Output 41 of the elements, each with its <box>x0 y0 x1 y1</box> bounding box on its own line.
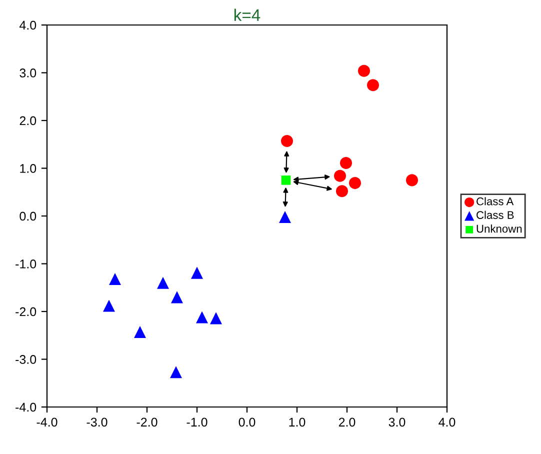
point <box>210 312 222 324</box>
y-tick-label: 3.0 <box>20 68 36 78</box>
point <box>358 64 370 77</box>
point <box>281 176 291 185</box>
point <box>336 185 348 198</box>
y-tick-label: 2.0 <box>20 116 36 126</box>
point <box>280 135 294 148</box>
point <box>170 291 184 304</box>
legend-label: Class B <box>476 210 514 219</box>
x-tick-label: -2.0 <box>136 418 158 427</box>
x-tick-label: 3.0 <box>388 418 406 427</box>
point <box>170 366 182 378</box>
x-tick-label: -4.0 <box>36 418 58 427</box>
legend-label: Unknown <box>476 224 522 233</box>
legend-label: Class A <box>476 197 514 206</box>
point <box>366 79 380 92</box>
point <box>406 174 418 186</box>
point <box>348 177 362 190</box>
y-tick-label: 1.0 <box>20 164 36 173</box>
point <box>156 276 170 289</box>
point <box>108 273 122 286</box>
point <box>340 156 352 170</box>
y-tick-label: 0.0 <box>20 212 36 221</box>
point <box>190 266 204 279</box>
x-tick-label: -3.0 <box>86 418 108 427</box>
point <box>102 300 116 312</box>
point <box>134 326 146 338</box>
y-tick-label: -1.0 <box>16 260 36 268</box>
x-tick-label: 0.0 <box>238 418 256 427</box>
x-tick-label: -1.0 <box>186 418 208 427</box>
point <box>196 311 208 324</box>
y-tick-label: -3.0 <box>16 355 36 364</box>
y-tick-label: 4.0 <box>19 20 36 30</box>
x-tick-label: 2.0 <box>338 418 356 427</box>
chart-title: k=4 <box>234 8 260 21</box>
y-tick-label: -4.0 <box>16 402 36 412</box>
point <box>334 170 346 182</box>
x-tick-label: 4.0 <box>438 418 456 427</box>
x-tick-label: 1.0 <box>289 418 306 427</box>
y-tick-label: -2.0 <box>16 307 36 316</box>
point <box>278 210 292 223</box>
